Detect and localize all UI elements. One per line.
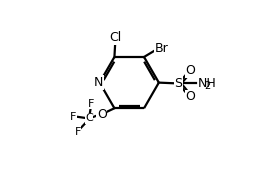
Text: O: O xyxy=(186,64,196,77)
Text: C: C xyxy=(85,113,93,123)
Text: Br: Br xyxy=(155,42,169,55)
Text: Cl: Cl xyxy=(109,31,121,44)
Text: F: F xyxy=(88,99,94,109)
Text: O: O xyxy=(97,108,107,121)
Text: NH: NH xyxy=(198,77,217,90)
Text: S: S xyxy=(174,77,182,90)
Text: 2: 2 xyxy=(204,81,210,91)
Text: N: N xyxy=(94,76,103,89)
Text: F: F xyxy=(70,112,76,122)
Text: F: F xyxy=(75,127,81,137)
Text: O: O xyxy=(186,90,196,103)
